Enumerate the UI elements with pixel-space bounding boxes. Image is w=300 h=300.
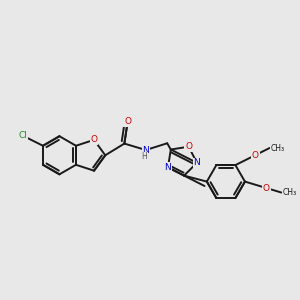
Text: Cl: Cl	[19, 131, 27, 140]
Text: CH₃: CH₃	[271, 144, 285, 153]
Text: O: O	[185, 142, 192, 151]
Text: H: H	[142, 152, 147, 161]
Text: CH₃: CH₃	[283, 188, 297, 197]
Text: O: O	[263, 184, 270, 193]
Text: N: N	[142, 146, 149, 154]
Text: O: O	[124, 117, 131, 126]
Text: O: O	[91, 135, 98, 144]
Text: N: N	[165, 163, 171, 172]
Text: N: N	[194, 158, 200, 167]
Text: O: O	[252, 151, 259, 160]
